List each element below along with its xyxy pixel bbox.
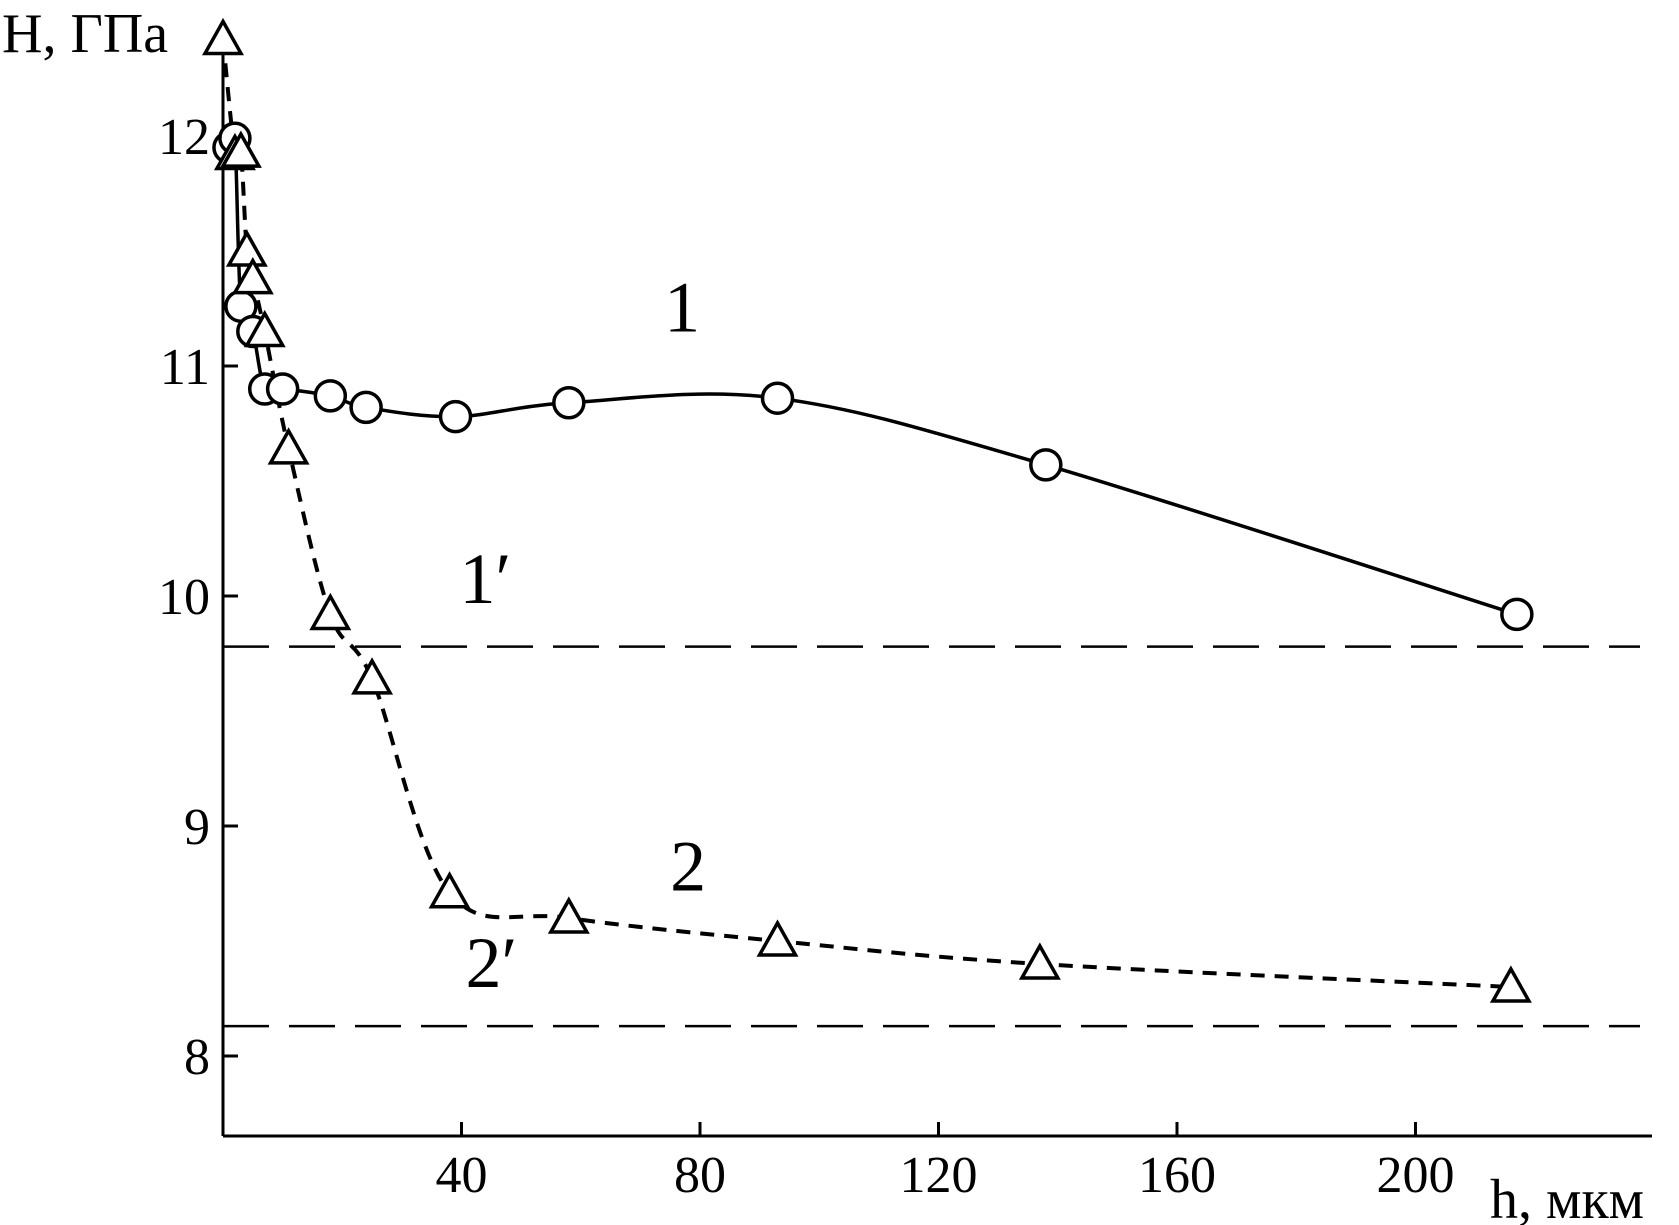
series-2-point [231,257,274,295]
series-2-point [1018,942,1061,980]
curve-label: 2 [670,826,706,906]
series-1-point [1029,448,1063,482]
x-tick-label: 80 [674,1147,726,1204]
y-tick-label: 11 [160,339,210,396]
series-1-point [1500,597,1534,632]
series-1-point [438,399,473,434]
series-1-point [349,390,383,425]
markers [202,17,1534,1003]
series-2-point [309,592,352,631]
series-2-point [547,896,590,934]
annotations: 1 1′ 2 2′ [459,268,706,1004]
series-2-point [267,427,310,465]
y-tick-label: 10 [158,569,210,626]
series-2-point [219,130,262,168]
x-tick-label: 120 [900,1147,978,1204]
x-axis-title: h, мкм [1490,1169,1644,1225]
series-1-point [313,379,348,413]
curve-label: 1 [664,268,700,348]
series-2-point [225,229,268,267]
series-1-point [265,372,300,406]
series-1-point [552,386,586,420]
y-tick-label: 12 [158,109,210,166]
curve-label: 2′ [465,923,517,1003]
series-2-point [756,919,799,957]
x-tick-label: 200 [1377,1147,1455,1204]
series-lines [221,39,1518,989]
series-2-point [351,657,394,695]
x-tick-label: 160 [1138,1147,1216,1204]
y-tick-label: 9 [184,799,210,856]
y-axis-title: H, ГПа [2,3,168,65]
x-tick-label: 40 [436,1147,488,1204]
series-2-point [202,17,244,56]
series-2-point [428,871,471,909]
series-1-point [760,381,795,415]
y-tick-label: 8 [184,1029,210,1086]
series-1-line [227,126,1518,617]
reference-lines [223,645,1640,1028]
series-2-point [1489,965,1532,1003]
series-2-line [221,39,1511,989]
series-2-point [243,309,286,348]
curve-label: 1′ [459,539,511,619]
